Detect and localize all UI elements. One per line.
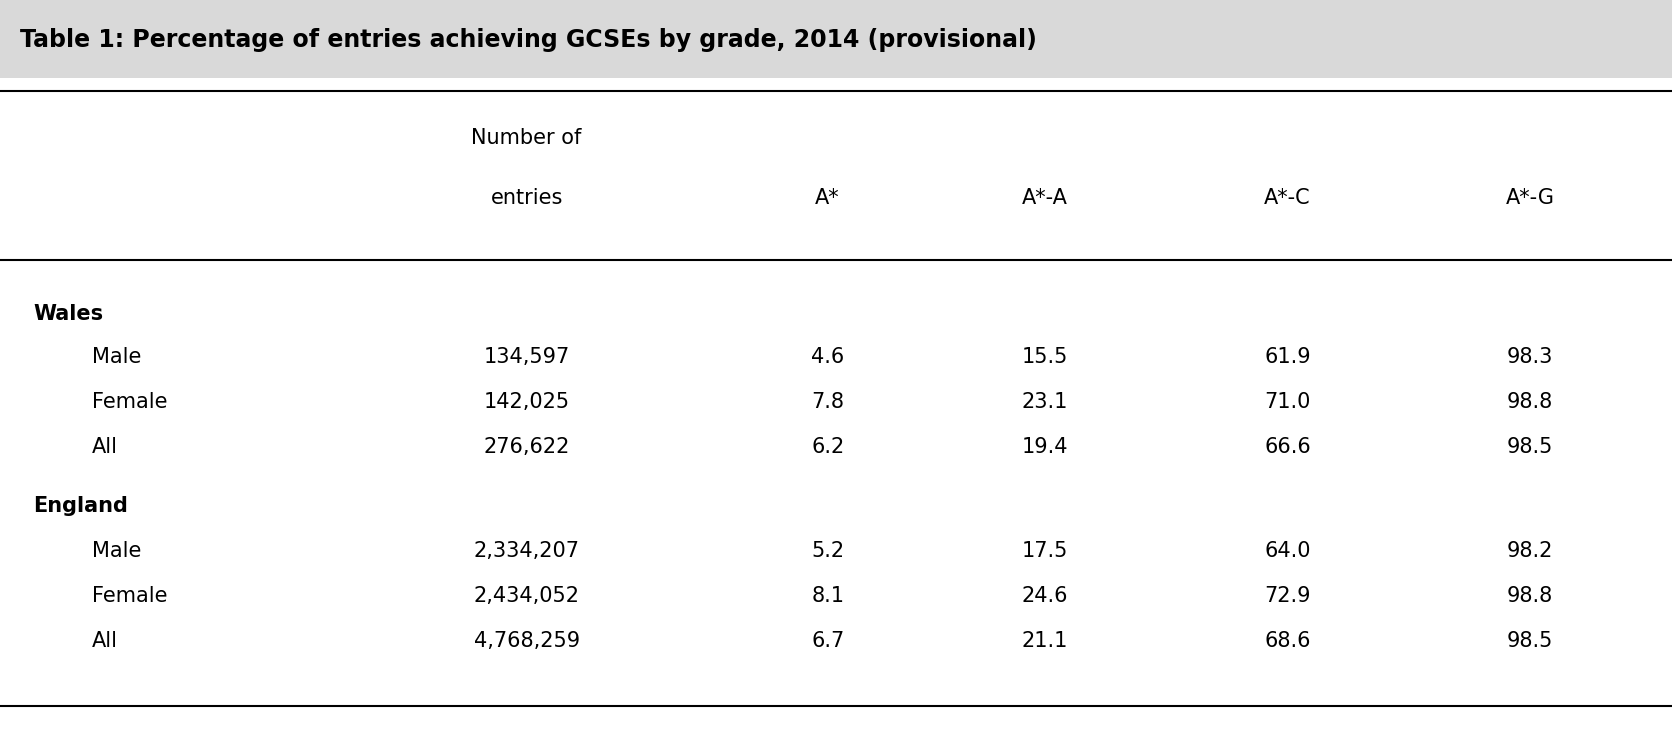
Text: 4.6: 4.6 (811, 347, 844, 367)
Text: 276,622: 276,622 (483, 437, 570, 456)
Text: 68.6: 68.6 (1264, 631, 1311, 651)
Text: 24.6: 24.6 (1022, 586, 1068, 606)
Text: 98.2: 98.2 (1506, 542, 1553, 561)
Text: 2,334,207: 2,334,207 (473, 542, 580, 561)
Text: 21.1: 21.1 (1022, 631, 1068, 651)
Text: 98.8: 98.8 (1506, 392, 1553, 412)
Text: 4,768,259: 4,768,259 (473, 631, 580, 651)
Text: 66.6: 66.6 (1264, 437, 1311, 456)
Text: Female: Female (92, 586, 167, 606)
Text: 98.5: 98.5 (1506, 631, 1553, 651)
Text: 8.1: 8.1 (811, 586, 844, 606)
Text: Table 1: Percentage of entries achieving GCSEs by grade, 2014 (provisional): Table 1: Percentage of entries achieving… (20, 28, 1037, 52)
Text: 98.5: 98.5 (1506, 437, 1553, 456)
Text: 142,025: 142,025 (483, 392, 570, 412)
Text: 134,597: 134,597 (483, 347, 570, 367)
Text: 23.1: 23.1 (1022, 392, 1068, 412)
Text: England: England (33, 497, 129, 516)
Text: A*-G: A*-G (1505, 188, 1555, 208)
Text: Number of: Number of (472, 128, 582, 148)
Text: 6.7: 6.7 (811, 631, 844, 651)
Text: 6.2: 6.2 (811, 437, 844, 456)
Text: Male: Male (92, 347, 142, 367)
Text: entries: entries (490, 188, 563, 208)
Text: A*: A* (816, 188, 839, 208)
Text: 19.4: 19.4 (1022, 437, 1068, 456)
Text: 72.9: 72.9 (1264, 586, 1311, 606)
Text: 61.9: 61.9 (1264, 347, 1311, 367)
Text: Wales: Wales (33, 304, 104, 323)
Text: 17.5: 17.5 (1022, 542, 1068, 561)
Text: 5.2: 5.2 (811, 542, 844, 561)
Text: 98.8: 98.8 (1506, 586, 1553, 606)
Text: 64.0: 64.0 (1264, 542, 1311, 561)
Text: 98.3: 98.3 (1506, 347, 1553, 367)
Text: 7.8: 7.8 (811, 392, 844, 412)
Text: 15.5: 15.5 (1022, 347, 1068, 367)
Text: A*-C: A*-C (1264, 188, 1311, 208)
Text: 71.0: 71.0 (1264, 392, 1311, 412)
Text: All: All (92, 437, 119, 456)
Text: A*-A: A*-A (1022, 188, 1068, 208)
Text: 2,434,052: 2,434,052 (473, 586, 580, 606)
FancyBboxPatch shape (0, 0, 1672, 78)
Text: Female: Female (92, 392, 167, 412)
Text: All: All (92, 631, 119, 651)
Text: Male: Male (92, 542, 142, 561)
